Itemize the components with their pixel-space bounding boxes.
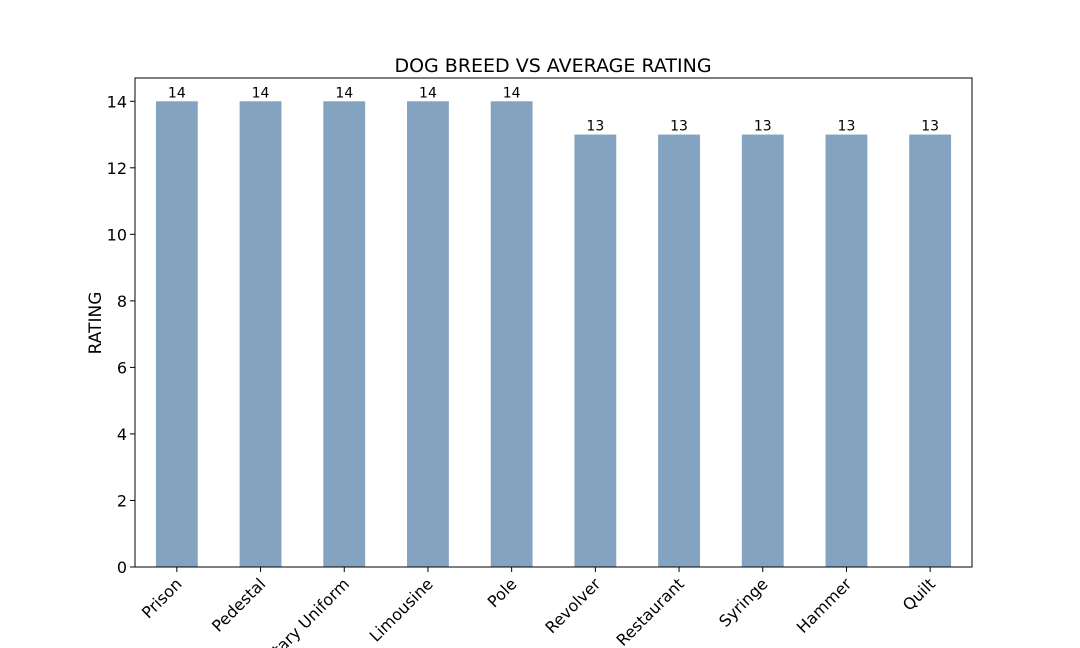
x-tick-label: Quilt	[899, 574, 939, 614]
data-label: 13	[754, 119, 772, 135]
y-tick-label: 0	[117, 558, 127, 577]
data-label: 13	[838, 119, 856, 135]
data-label: 14	[419, 85, 437, 101]
bar	[155, 101, 198, 568]
bar	[407, 101, 449, 568]
bar	[909, 134, 952, 567]
bar	[741, 134, 784, 567]
y-tick-label: 6	[117, 358, 127, 377]
bar	[239, 101, 282, 568]
bar	[323, 101, 366, 568]
y-tick-label: 4	[117, 425, 127, 444]
x-tick-label: Revolver	[541, 574, 604, 637]
data-label: 14	[168, 85, 186, 101]
x-tick-label: Pole	[484, 574, 521, 611]
y-tick-label: 14	[107, 92, 127, 111]
y-tick-label: 8	[117, 292, 127, 311]
axes-frame	[134, 77, 973, 568]
data-label: 14	[503, 85, 521, 101]
x-tick-label: Syringe	[715, 574, 771, 630]
chart-title: DOG BREED VS AVERAGE RATING	[394, 55, 711, 77]
y-tick-label: 10	[107, 225, 127, 244]
x-tick-label: Prison	[138, 574, 186, 622]
x-tick-label: Limousine	[366, 574, 437, 645]
y-axis-label: RATING	[86, 292, 106, 355]
bar	[574, 134, 617, 567]
data-label: 14	[335, 85, 353, 101]
y-tick-label: 2	[117, 491, 127, 510]
x-tick-label: Hammer	[793, 574, 856, 637]
x-tick-label: Pedestal	[208, 574, 269, 635]
data-label: 13	[921, 119, 939, 135]
data-label: 13	[586, 119, 604, 135]
bar	[658, 134, 700, 567]
data-label: 14	[252, 85, 270, 101]
data-label: 13	[670, 119, 688, 135]
y-tick-label: 12	[107, 159, 127, 178]
bar	[490, 101, 533, 568]
bar	[825, 134, 868, 567]
x-tick-label: Restaurant	[613, 574, 688, 648]
